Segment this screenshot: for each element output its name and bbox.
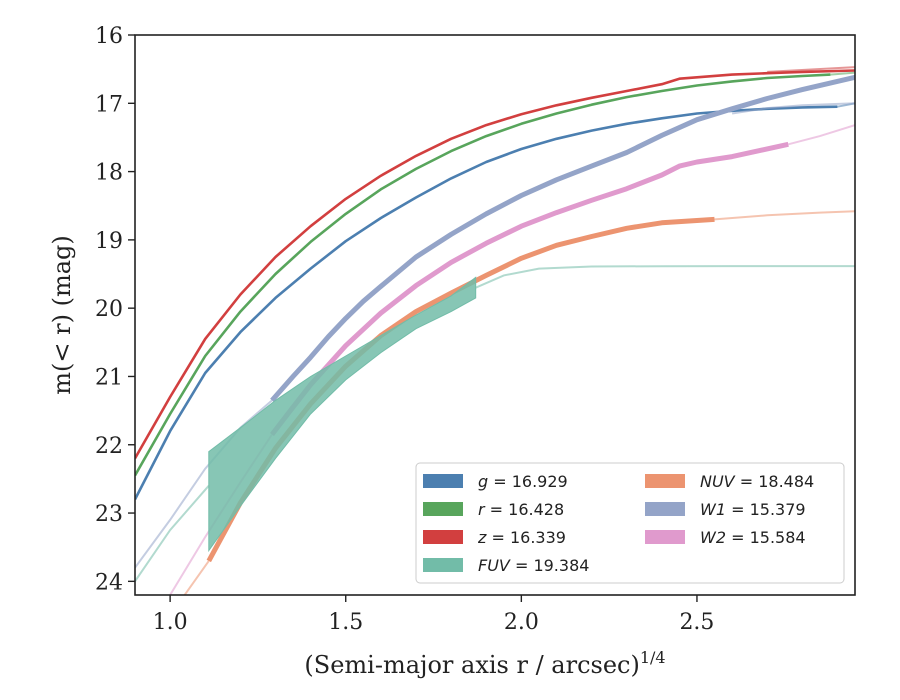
y-tick-label: 23 (95, 502, 123, 527)
legend-label: FUV = 19.384 (478, 556, 589, 575)
legend-item-w2: W2 = 15.584 (645, 528, 806, 547)
plot-frame (134, 34, 856, 596)
series-w1-model-line (135, 399, 273, 569)
legend-item-r: r = 16.428 (423, 500, 564, 519)
series-r-model-line (830, 71, 855, 76)
legend-item-w1: W1 = 15.379 (645, 500, 806, 519)
y-tick-label: 22 (95, 434, 123, 459)
series-nuv-model-line (714, 210, 855, 221)
legend-label: z = 16.339 (477, 528, 566, 547)
legend-label: NUV = 18.484 (700, 472, 814, 491)
legend-swatch (645, 530, 685, 544)
y-tick-label: 24 (95, 570, 123, 595)
x-axis-label-superscript: 1/4 (640, 648, 666, 667)
legend-item-g: g = 16.929 (423, 472, 568, 491)
series-fuv-band (208, 276, 477, 553)
x-axis-label: (Semi-major axis r / arcsec)1/4 (304, 648, 665, 679)
series-w2-model-line (788, 124, 855, 146)
x-axis: 1.0 1.5 2.0 2.5 (153, 595, 714, 635)
y-tick-label: 20 (95, 297, 123, 322)
legend-item-fuv: FUV = 19.384 (423, 556, 589, 575)
series-z-line (135, 69, 855, 460)
series-fuv-model-line (135, 485, 210, 582)
legend-label: r = 16.428 (478, 500, 564, 519)
legend-label: W1 = 15.379 (700, 500, 806, 519)
legend-swatch (645, 502, 685, 516)
legend-swatch (423, 502, 463, 516)
series-r-line (135, 73, 831, 477)
y-axis: 16 17 18 19 20 21 22 23 24 (95, 24, 135, 595)
legend-swatch (423, 474, 463, 488)
legend-swatch (423, 530, 463, 544)
y-tick-label: 18 (95, 161, 123, 186)
x-axis-label-main: (Semi-major axis r / arcsec) (304, 651, 639, 679)
legend-swatch (645, 474, 685, 488)
x-tick-label: 1.0 (153, 610, 188, 635)
y-tick-label: 19 (95, 229, 123, 254)
legend-label: W2 = 15.584 (700, 528, 806, 547)
legend: g = 16.929 r = 16.428 z = 16.339 FUV = 19.3… (415, 462, 845, 584)
series-layer (135, 66, 855, 595)
y-axis-label: m(< r) (mag) (48, 235, 76, 394)
series-w2-line (270, 141, 789, 437)
y-tick-label: 16 (95, 24, 123, 49)
series-fuv-model-line (475, 265, 855, 289)
y-tick-label: 21 (95, 365, 123, 390)
series-w1-model-line (731, 102, 855, 115)
legend-swatch (423, 558, 463, 572)
series-nuv-model-line (183, 560, 210, 595)
x-tick-label: 2.5 (679, 610, 714, 635)
series-z-model-line (767, 66, 855, 73)
x-tick-label: 2.0 (504, 610, 539, 635)
legend-label: g = 16.929 (478, 472, 568, 491)
legend-item-nuv: NUV = 18.484 (645, 472, 814, 491)
y-tick-label: 17 (95, 92, 123, 117)
legend-box (415, 462, 845, 584)
x-tick-label: 1.5 (328, 610, 363, 635)
legend-item-z: z = 16.339 (423, 528, 566, 547)
series-w1-line (270, 74, 855, 403)
